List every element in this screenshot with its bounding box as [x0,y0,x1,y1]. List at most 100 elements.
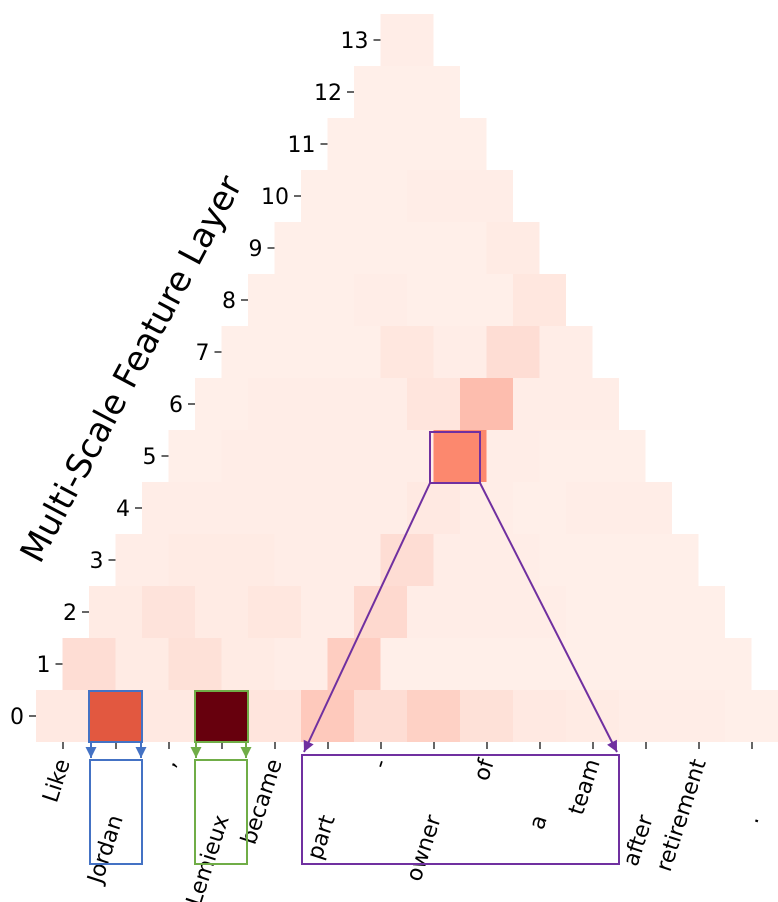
heatmap-cell-L6-4 [407,378,460,430]
heatmap-cell-L3-1 [168,534,222,586]
heatmap-cell-L0-13 [725,690,778,742]
heatmap-cell-L7-6 [539,326,593,378]
heatmap-cell-L1-2 [168,638,222,690]
heatmap-cell-L4-8 [566,482,619,534]
heatmap-cell-L7-0 [221,326,275,378]
y-tick-label: 10 [261,185,289,210]
heatmap-cell-L1-7 [433,638,487,690]
heatmap-cell-L3-3 [274,534,328,586]
heatmap-cell-L3-6 [433,534,487,586]
heatmap-cell-L1-9 [539,638,593,690]
y-tick-label: 5 [143,445,157,470]
heatmap-cell-L0-10 [566,690,619,742]
x-tick-label-2: , [156,756,182,770]
heatmap-cell-L4-3 [301,482,354,534]
heatmap-cell-L4-9 [619,482,672,534]
heatmap-cell-L10-1 [354,170,407,222]
heatmap-cell-L6-2 [301,378,354,430]
heatmap-cell-L1-0 [62,638,116,690]
y-tick-label: 4 [116,497,130,522]
x-tick-label-3: Lemieux [182,812,235,902]
heatmap-cell-L11-2 [433,118,487,170]
heatmap-cell-L0-12 [672,690,725,742]
heatmap-cell-L2-0 [89,586,142,638]
heatmap-cell-L3-5 [380,534,434,586]
x-tick-label-7: owner [402,811,447,884]
heatmap-cell-L5-7 [539,430,593,482]
heatmap-cell-L1-3 [221,638,275,690]
heatmap-cell-L0-1 [89,690,142,742]
heatmap-cell-L2-3 [248,586,301,638]
heatmap-cell-L8-2 [354,274,407,326]
lemieux-cell-box [194,690,249,743]
heatmap-cell-L10-3 [460,170,513,222]
heatmap-cell-L1-8 [486,638,540,690]
heatmap-cell-L8-3 [407,274,460,326]
heatmap-cell-L2-11 [672,586,725,638]
heatmap-cell-L9-2 [380,222,434,274]
heatmap-cell-L5-5 [433,430,487,482]
heatmap-cell-L7-3 [380,326,434,378]
heatmap-cell-L13-0 [380,14,434,66]
heatmap-cell-L5-1 [221,430,275,482]
annotations [85,431,620,865]
lemieux-label-box [194,759,248,865]
heatmap-cell-L3-7 [486,534,540,586]
heatmap-cell-L3-0 [115,534,169,586]
heatmap-cell-L8-1 [301,274,354,326]
heatmap-cell-L0-6 [354,690,407,742]
heatmap-cell-L5-2 [274,430,328,482]
heatmap-cell-L5-4 [380,430,434,482]
heatmap-cell-L0-3 [195,690,248,742]
heatmap-cell-L8-0 [248,274,301,326]
heatmap-cell-L8-4 [460,274,513,326]
heatmap-cell-L9-0 [274,222,328,274]
heatmap-cell-L4-5 [407,482,460,534]
y-tick-label: 0 [10,705,24,730]
heatmap-cell-L1-10 [592,638,646,690]
heatmap-cell-L1-1 [115,638,169,690]
span-arrow-left-head [303,739,314,752]
x-tick-label-4: became [237,756,288,847]
heatmap-cell-L3-8 [539,534,593,586]
heatmap-cell-L2-6 [407,586,460,638]
y-tick-label: 12 [314,81,342,106]
y-tick-label: 11 [288,133,316,158]
heatmap-cell-L4-7 [513,482,566,534]
jordan-label-box [89,759,143,865]
heatmap-cells [36,14,778,742]
heatmap-cell-L0-4 [248,690,301,742]
heatmap-cell-L9-3 [433,222,487,274]
jordan-arrow-left-head [85,747,97,758]
x-tick-label-6: - [367,756,393,771]
heatmap-cell-L0-7 [407,690,460,742]
heatmap-cell-L0-8 [460,690,513,742]
heatmap-cell-L7-5 [486,326,540,378]
heatmap-cell-L2-9 [566,586,619,638]
heatmap-cell-L2-1 [142,586,195,638]
heatmap-cell-L6-6 [513,378,566,430]
heatmap-cell-L0-2 [142,690,195,742]
span-arrow-right [479,482,618,753]
y-tick-label: 8 [222,289,236,314]
highlight-cell-box [429,431,481,484]
heatmap-cell-L3-4 [327,534,381,586]
heatmap-cell-L4-6 [460,482,513,534]
heatmap-cell-L1-11 [645,638,699,690]
heatmap-cell-L4-1 [195,482,248,534]
heatmap-cell-L5-8 [592,430,646,482]
heatmap-cell-L2-10 [619,586,672,638]
x-tick-label-8: of [469,755,500,784]
y-tick-label: 2 [63,601,77,626]
y-tick-label: 1 [37,653,51,678]
heatmap-cell-L4-0 [142,482,195,534]
heatmap-cell-L0-5 [301,690,354,742]
span-label-box [301,754,620,865]
heatmap-cell-L1-4 [274,638,328,690]
x-tick-label-9: a [525,812,553,833]
x-tick-label-5: part [303,812,341,863]
heatmap-cell-L3-2 [221,534,275,586]
